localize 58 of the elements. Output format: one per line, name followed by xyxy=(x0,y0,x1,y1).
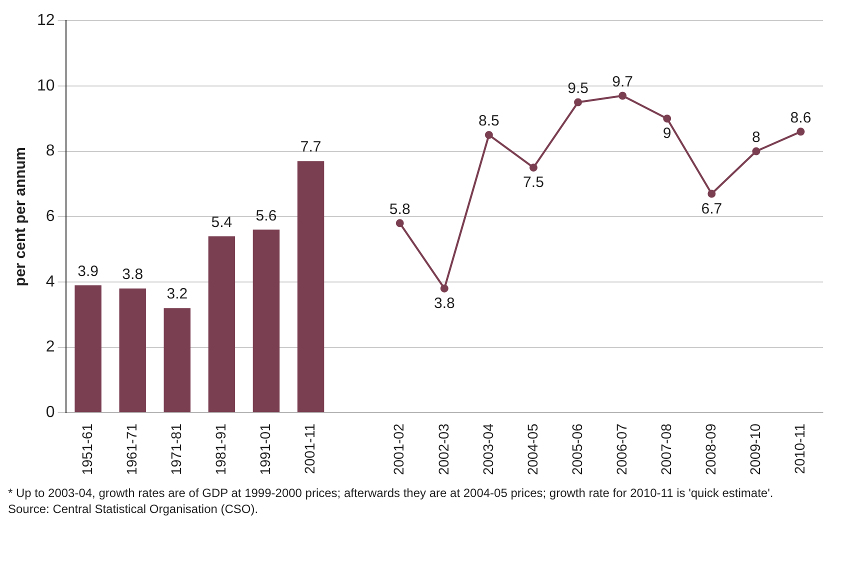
bar xyxy=(164,308,191,412)
data-label: 5.8 xyxy=(389,200,410,218)
data-label: 5.6 xyxy=(256,207,277,224)
data-label: 9.7 xyxy=(612,73,633,90)
y-tick-label: 12 xyxy=(37,12,55,30)
point xyxy=(440,284,448,292)
data-label: 8.6 xyxy=(790,109,812,126)
y-tick-label: 10 xyxy=(37,77,55,94)
y-tick-label: 2 xyxy=(46,338,55,356)
data-label: 8.5 xyxy=(478,112,500,130)
x-tick-label: 2001-11 xyxy=(302,423,318,474)
point xyxy=(752,147,760,156)
bar xyxy=(119,288,146,412)
x-tick-label: 2010-11 xyxy=(792,423,808,474)
data-label: 5.4 xyxy=(211,214,232,231)
x-tick-label: 2001-02 xyxy=(390,423,407,476)
point xyxy=(708,190,716,198)
source-note: Source: Central Statistical Organisation (CSO). xyxy=(8,502,260,516)
y-axis-title: per cent per annum xyxy=(12,147,30,286)
x-tick-label: 2003-04 xyxy=(480,423,496,476)
x-tick-label: 2005-06 xyxy=(568,423,585,476)
x-tick-label: 1971-81 xyxy=(168,423,184,476)
data-label: 7.5 xyxy=(523,174,544,192)
bar xyxy=(297,161,324,412)
bar xyxy=(74,285,102,412)
y-tick-label: 0 xyxy=(46,404,55,422)
x-tick-label: 1991-01 xyxy=(257,423,274,476)
x-tick-label: 1961-71 xyxy=(123,423,140,476)
x-tick-label: 2002-03 xyxy=(435,423,452,476)
x-tick-label: 2006-07 xyxy=(613,423,630,476)
data-label: 3.8 xyxy=(122,266,144,284)
data-label: 9.5 xyxy=(568,80,588,97)
y-tick-label: 4 xyxy=(46,273,55,290)
data-label: 7.7 xyxy=(300,138,322,156)
data-label: 3.8 xyxy=(434,295,455,312)
x-tick-label: 2007-08 xyxy=(658,423,674,476)
x-tick-label: 2004-05 xyxy=(524,423,540,476)
x-tick-label: 2009-10 xyxy=(747,423,764,476)
data-label: 9 xyxy=(662,125,672,142)
data-label: 8 xyxy=(752,128,760,146)
y-tick-label: 6 xyxy=(46,208,55,226)
point xyxy=(574,98,582,106)
y-tick-label: 8 xyxy=(46,142,55,160)
point xyxy=(618,92,627,100)
bar xyxy=(252,230,280,412)
point xyxy=(796,128,805,136)
point xyxy=(484,130,493,139)
point xyxy=(396,219,404,228)
x-tick-label: 1951-61 xyxy=(78,423,95,476)
text: * Up to 2003-04, growth rates are of GDP at 1999-2000 prices; afterwards they are at 2004-05 prices; growth rate for 2010-11 is 'quick estimate'. xyxy=(8,486,774,500)
point xyxy=(529,164,538,172)
x-tick-label: 2008-09 xyxy=(702,423,719,476)
data-label: 3.9 xyxy=(78,262,98,280)
data-label: 6.7 xyxy=(701,200,722,218)
bar xyxy=(208,236,236,412)
x-tick-label: 1981-91 xyxy=(212,423,229,476)
point xyxy=(663,114,672,123)
data-label: 3.2 xyxy=(166,286,188,303)
